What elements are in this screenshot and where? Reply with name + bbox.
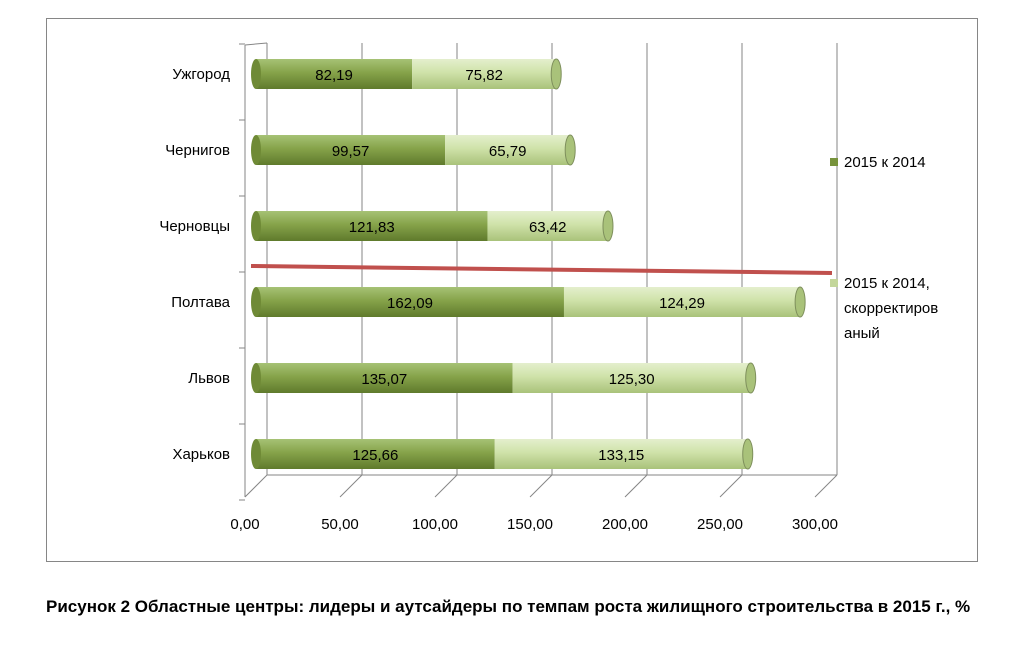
floor-gridline (434, 474, 458, 498)
legend-swatch-series1 (830, 158, 838, 166)
x-tick-label: 100,00 (412, 516, 458, 533)
data-label-series2: 65,79 (489, 143, 527, 160)
floor-gridline (339, 474, 363, 498)
bar-segment-series2 (512, 363, 751, 393)
bar-cap-end (550, 58, 562, 90)
bar-cap-end (745, 362, 757, 394)
data-label-series2: 124,29 (659, 295, 705, 312)
data-label-series2: 75,82 (465, 67, 503, 84)
x-tick-label: 250,00 (697, 516, 743, 533)
bar-cap-end (742, 438, 754, 470)
bar-segment-series1 (256, 135, 446, 165)
bar-segment-series2 (412, 59, 557, 89)
bar-cap-start (251, 287, 261, 317)
bar-layer (250, 58, 833, 470)
legend-label-series2: 2015 к 2014, (844, 275, 930, 292)
category-label: Ужгород (172, 66, 230, 83)
floor-gridline (719, 474, 743, 498)
legend-label-series1: 2015 к 2014 (844, 154, 926, 171)
chart-frame: 0,00 50,00 100,00 150,00 200,00 250,00 300,00 У… (46, 18, 978, 562)
bar-segment-series2 (487, 211, 608, 241)
data-label-series2: 133,15 (598, 447, 644, 464)
bar-cap-start (251, 363, 261, 393)
separator-line (250, 264, 833, 275)
bar-cap-end (794, 286, 806, 318)
data-label-series1: 121,83 (349, 219, 395, 236)
data-label-series2: 63,42 (529, 219, 567, 236)
data-label-series1: 135,07 (361, 371, 407, 388)
legend-label-series2: скорректиров (844, 300, 938, 317)
bar-cap-start (251, 59, 261, 89)
category-label: Полтава (171, 294, 230, 311)
floor-gridline (814, 474, 838, 498)
chart-svg: 0,00 50,00 100,00 150,00 200,00 250,00 300,00 У… (159, 42, 938, 533)
bar-segment-series2 (445, 135, 571, 165)
x-tick-label: 200,00 (602, 516, 648, 533)
bar-cap-start (251, 439, 261, 469)
bar-cap-end (602, 210, 614, 242)
bar-cap-start (251, 211, 261, 241)
legend-swatch-series2 (830, 279, 838, 287)
data-label-series1: 99,57 (332, 143, 370, 160)
floor-gridline (529, 474, 553, 498)
data-label-series1: 82,19 (315, 67, 353, 84)
legend: 2015 к 2014 2015 к 2014, скорректиров аный (830, 154, 938, 342)
legend-label-series2: аный (844, 325, 880, 342)
bar-cap-end (564, 134, 576, 166)
bar-cap-start (251, 135, 261, 165)
category-label: Черновцы (159, 218, 230, 235)
bar-segment-series2 (563, 287, 801, 317)
figure-caption: Рисунок 2 Областные центры: лидеры и аут… (46, 597, 971, 616)
category-label: Чернигов (165, 142, 230, 159)
label-layer: 0,00 50,00 100,00 150,00 200,00 250,00 300,00 У… (159, 66, 838, 533)
bar-segment-series2 (494, 439, 748, 469)
x-tick-label: 0,00 (230, 516, 259, 533)
x-tick-label: 300,00 (792, 516, 838, 533)
grid-layer (239, 42, 838, 501)
bar-segment-series1 (256, 211, 488, 241)
floor-gridline (244, 474, 268, 498)
floor-gridline (624, 474, 648, 498)
x-tick-label: 50,00 (321, 516, 359, 533)
data-label-series2: 125,30 (609, 371, 655, 388)
bar-segment-series1 (256, 439, 495, 469)
category-label: Харьков (172, 446, 230, 463)
category-label: Львов (188, 370, 230, 387)
bar-segment-series1 (256, 59, 413, 89)
wall-top-edge (244, 42, 268, 46)
data-label-series1: 162,09 (387, 295, 433, 312)
x-tick-label: 150,00 (507, 516, 553, 533)
data-label-series1: 125,66 (352, 447, 398, 464)
bar-segment-series1 (256, 287, 564, 317)
bar-segment-series1 (256, 363, 513, 393)
